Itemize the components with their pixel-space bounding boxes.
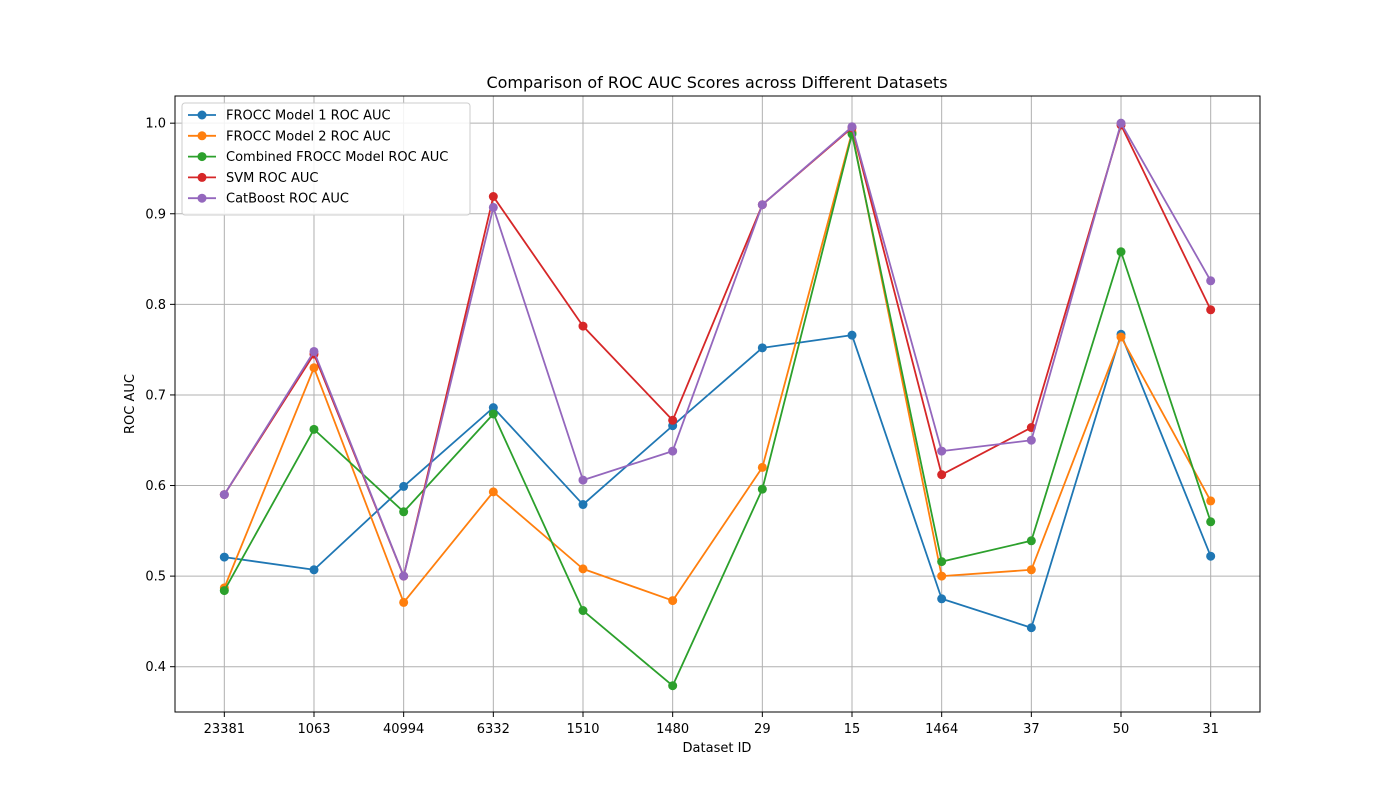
data-point <box>937 594 947 604</box>
data-point <box>399 571 409 581</box>
legend-label: SVM ROC AUC <box>226 171 318 186</box>
legend-label: CatBoost ROC AUC <box>226 192 349 207</box>
data-point <box>578 564 588 574</box>
data-point <box>937 571 947 581</box>
data-point <box>1206 517 1216 527</box>
x-tick-label: 31 <box>1202 722 1219 737</box>
legend-marker <box>197 110 207 120</box>
y-tick-label: 0.9 <box>145 207 166 222</box>
x-tick-label: 50 <box>1113 722 1130 737</box>
series-line <box>224 333 1212 629</box>
data-point <box>399 507 409 517</box>
x-tick-label: 1480 <box>656 722 689 737</box>
y-axis-label: ROC AUC <box>123 374 138 434</box>
data-point <box>1206 276 1216 286</box>
data-point <box>309 363 319 373</box>
series-line <box>223 133 1212 687</box>
data-point <box>488 192 498 202</box>
series-2 <box>219 127 1216 607</box>
x-tick-label: 37 <box>1023 722 1040 737</box>
data-point <box>488 487 498 497</box>
series-5 <box>219 118 1216 581</box>
data-point <box>757 343 767 353</box>
y-tick-label: 0.8 <box>145 298 166 313</box>
legend-item: FROCC Model 1 ROC AUC <box>188 109 391 124</box>
data-point <box>1116 332 1126 342</box>
data-point <box>578 500 588 510</box>
plot-frame <box>174 95 1261 713</box>
legend-item: CatBoost ROC AUC <box>188 192 349 207</box>
data-point <box>937 446 947 456</box>
legend-item: Combined FROCC Model ROC AUC <box>188 150 448 165</box>
data-point <box>1206 305 1216 315</box>
legend-frame <box>181 102 471 216</box>
data-point <box>1116 118 1126 128</box>
legend-item: FROCC Model 2 ROC AUC <box>188 129 391 144</box>
y-tick-label: 0.6 <box>145 479 166 494</box>
data-point <box>757 462 767 472</box>
x-tick-label: 1510 <box>566 722 599 737</box>
data-point <box>847 330 857 340</box>
data-point <box>578 606 588 616</box>
x-axis-label: Dataset ID <box>683 741 752 756</box>
x-tick-label: 1464 <box>925 722 958 737</box>
data-point <box>219 552 229 562</box>
data-point <box>1206 496 1216 506</box>
data-point <box>309 346 319 356</box>
data-point <box>668 415 678 425</box>
data-point <box>578 475 588 485</box>
series-layer <box>219 118 1216 691</box>
legend-marker <box>197 131 207 141</box>
legend: FROCC Model 1 ROC AUC FROCC Model 2 ROC A… <box>181 102 471 216</box>
data-point <box>309 565 319 575</box>
data-point <box>399 597 409 607</box>
data-point <box>1026 565 1036 575</box>
x-tick-label: 15 <box>844 722 861 737</box>
data-point <box>1026 435 1036 445</box>
series-line <box>223 122 1212 578</box>
data-point <box>757 200 767 210</box>
data-point <box>668 446 678 456</box>
data-point <box>488 403 498 413</box>
x-tick-label: 40994 <box>383 722 424 737</box>
data-point <box>578 321 588 331</box>
data-point <box>219 586 229 596</box>
x-tick-label: 23381 <box>204 722 245 737</box>
y-tick-label: 0.4 <box>145 660 166 675</box>
data-point <box>488 202 498 212</box>
y-tick-label: 0.5 <box>145 570 166 585</box>
data-point <box>937 557 947 567</box>
legend-marker <box>197 172 207 182</box>
data-point <box>1026 536 1036 546</box>
data-point <box>488 409 498 419</box>
x-axis: 23381 1063 40994 6332 1510 1480 29 15 1464 37 50 31 <box>204 712 1219 737</box>
y-tick-label: 1.0 <box>145 117 166 132</box>
data-point <box>219 490 229 500</box>
data-point <box>1026 623 1036 633</box>
legend-label: Combined FROCC Model ROC AUC <box>226 150 448 165</box>
data-point <box>309 424 319 434</box>
data-point <box>668 681 678 691</box>
x-tick-label: 1063 <box>297 722 330 737</box>
chart-title: Comparison of ROC AUC Scores across Diff… <box>486 73 947 92</box>
data-point <box>937 470 947 480</box>
legend-label: FROCC Model 2 ROC AUC <box>226 129 391 144</box>
y-tick-label: 0.7 <box>145 388 166 403</box>
data-point <box>668 596 678 606</box>
x-tick-label: 6332 <box>477 722 510 737</box>
x-tick-label: 29 <box>754 722 771 737</box>
y-axis: 0.4 0.5 0.6 0.7 0.8 0.9 1.0 <box>145 117 175 675</box>
legend-label: FROCC Model 1 ROC AUC <box>226 109 391 124</box>
legend-item: SVM ROC AUC <box>188 171 318 186</box>
grid-lines <box>175 96 1260 712</box>
data-point <box>847 122 857 132</box>
data-point <box>757 484 767 494</box>
data-point <box>399 481 409 491</box>
legend-marker <box>197 152 207 162</box>
legend-marker <box>197 193 207 203</box>
data-point <box>1206 551 1216 561</box>
series-line <box>223 131 1212 604</box>
data-point <box>1116 247 1126 257</box>
